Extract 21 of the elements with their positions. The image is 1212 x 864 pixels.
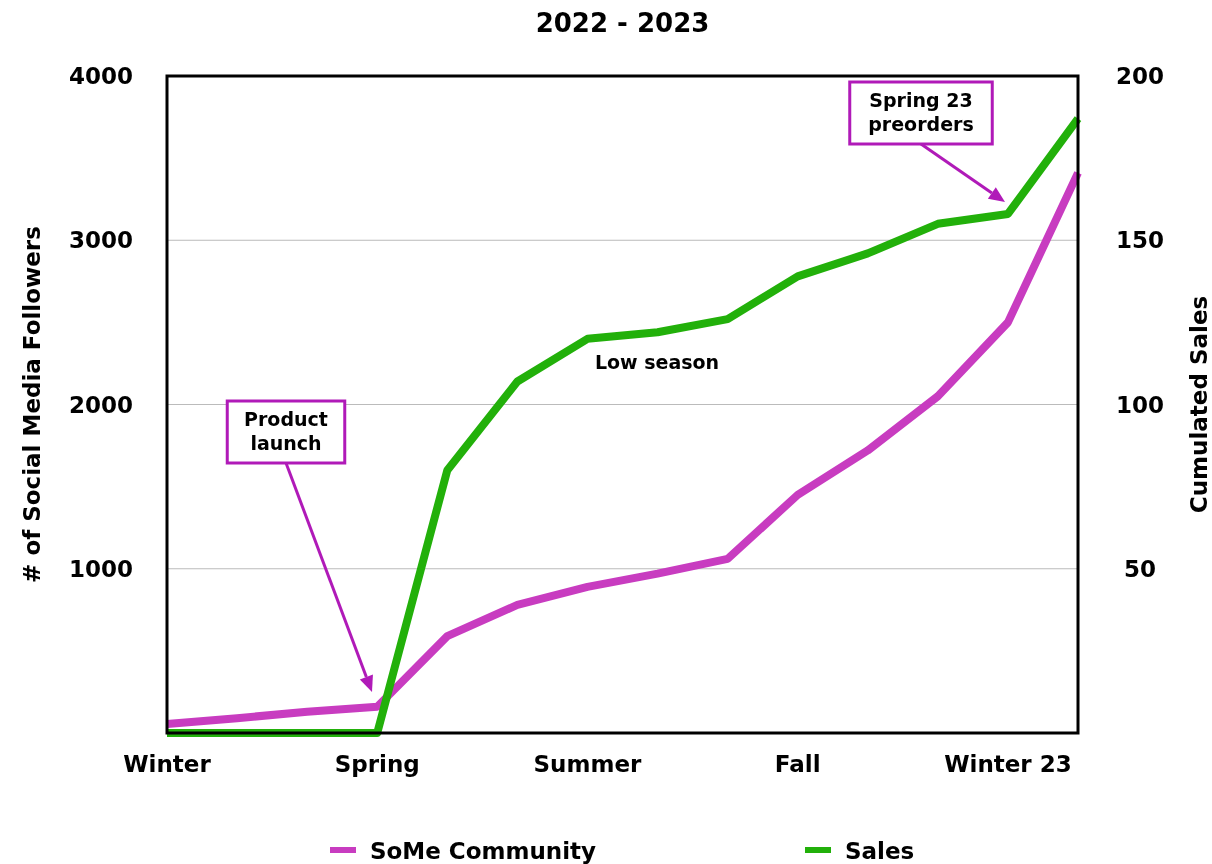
y2-axis-title: Cumulated Sales [1186,295,1212,514]
legend-label: SoMe Community [370,838,597,864]
y-tick-label: 3000 [68,227,133,254]
y2-tick-label: 150 [1115,227,1165,254]
legend-label: Sales [845,838,915,864]
chart-title: 2022 - 2023 [535,8,710,38]
y-tick-label: 2000 [68,391,133,418]
y-axis-title: # of Social Media Followers [19,226,45,583]
x-tick-label: Winter [123,751,212,777]
y2-tick-label: 50 [1123,555,1157,582]
annotation: Spring 23 preorders [868,89,974,135]
x-tick-label: Summer [533,751,643,777]
x-tick-label: Spring [334,751,420,777]
x-tick-label: Winter 23 [944,751,1072,777]
y-tick-label: 1000 [68,555,133,582]
y-tick-label: 4000 [68,63,133,89]
y2-tick-label: 100 [1115,391,1165,418]
annotation: Product launch [244,408,328,454]
y2-tick-label: 200 [1115,63,1165,89]
x-tick-label: Fall [774,751,821,777]
annotation: Low season [594,351,720,373]
